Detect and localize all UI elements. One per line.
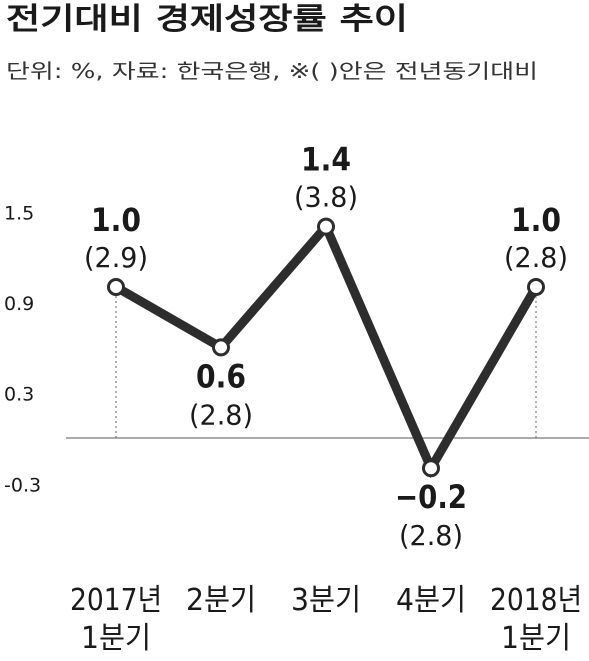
data-value-label: −0.2	[395, 478, 467, 516]
yoy-value-label: (2.8)	[189, 398, 253, 431]
data-point	[212, 338, 230, 357]
y-tick-label: 0.9	[4, 293, 34, 315]
chart-subtitle: 단위: %, 자료: 한국은행, ※( )안은 전년동기대비	[6, 59, 538, 83]
x-category-label: 2분기	[186, 583, 256, 618]
x-category-label: 2018년	[490, 583, 582, 618]
yoy-value-label: (2.8)	[504, 241, 568, 274]
data-value-label: 1.4	[301, 141, 351, 179]
data-value-label: 1.0	[91, 201, 141, 239]
y-tick-label: 1.5	[4, 203, 34, 225]
x-category-label: 3분기	[291, 583, 361, 618]
yoy-value-label: (2.9)	[84, 241, 148, 274]
yoy-value-label: (3.8)	[294, 181, 358, 214]
y-tick-label: -0.3	[4, 474, 41, 496]
data-value-label: 1.0	[511, 201, 561, 239]
chart-title: 전기대비 경제성장률 추이	[6, 2, 408, 37]
x-category-label: 1분기	[81, 621, 151, 656]
x-category-label: 2017년	[70, 583, 162, 618]
data-value-label: 0.6	[196, 357, 246, 395]
yoy-value-label: (2.8)	[399, 519, 463, 552]
x-category-label: 1분기	[501, 621, 571, 656]
x-category-label: 4분기	[396, 583, 466, 618]
data-point	[107, 278, 125, 296]
y-tick-label: 0.3	[4, 384, 34, 406]
data-point	[422, 459, 440, 478]
data-point	[527, 278, 545, 296]
data-point	[317, 217, 335, 236]
growth-series-line	[111, 218, 541, 479]
